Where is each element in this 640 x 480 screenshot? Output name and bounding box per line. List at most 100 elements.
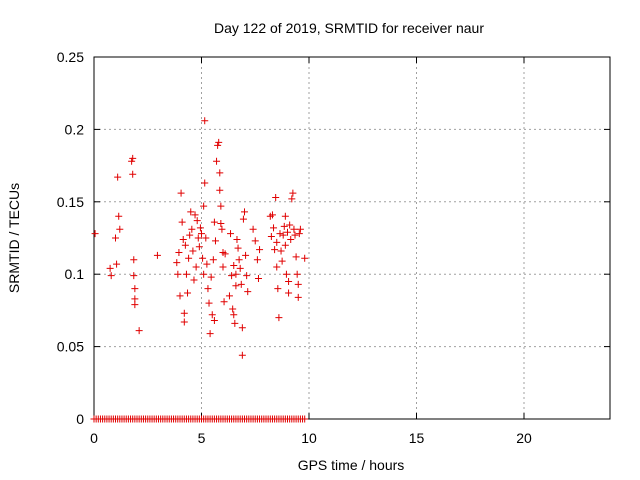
data-point bbox=[184, 289, 192, 297]
data-point bbox=[128, 157, 136, 165]
data-point bbox=[242, 251, 250, 259]
data-point bbox=[227, 230, 235, 238]
y-tick-label: 0.05 bbox=[57, 339, 84, 355]
x-tick-label: 15 bbox=[409, 430, 425, 446]
data-point bbox=[129, 154, 137, 162]
data-point bbox=[219, 263, 227, 271]
data-point bbox=[112, 234, 119, 242]
data-point bbox=[233, 235, 241, 243]
data-point bbox=[237, 280, 245, 288]
data-point bbox=[281, 241, 289, 249]
data-point bbox=[180, 309, 188, 317]
tick-labels: 0 0.05 0.1 0.15 0.2 0.25 0 5 10 15 20 bbox=[57, 49, 532, 446]
data-point bbox=[202, 234, 210, 242]
data-point bbox=[130, 272, 138, 280]
data-point bbox=[153, 251, 161, 259]
data-point bbox=[91, 230, 99, 238]
data-point bbox=[209, 256, 217, 264]
data-point bbox=[239, 215, 247, 223]
data-point bbox=[238, 351, 246, 359]
data-point bbox=[290, 225, 298, 233]
data-point bbox=[188, 225, 196, 233]
data-point bbox=[106, 264, 114, 272]
y-tick-label: 0.25 bbox=[57, 49, 84, 65]
data-point bbox=[285, 277, 293, 285]
data-point bbox=[251, 237, 259, 245]
data-point bbox=[285, 289, 293, 297]
data-point bbox=[288, 195, 296, 203]
y-tick-label: 0 bbox=[76, 411, 84, 427]
data-point bbox=[278, 257, 286, 265]
data-point bbox=[270, 224, 278, 232]
data-point bbox=[131, 285, 139, 293]
data-point bbox=[201, 117, 209, 125]
data-point bbox=[281, 212, 289, 220]
data-point bbox=[192, 263, 200, 271]
data-point bbox=[296, 225, 304, 233]
data-point bbox=[243, 272, 251, 280]
x-tick-label: 10 bbox=[301, 430, 317, 446]
data-point bbox=[129, 170, 137, 178]
x-axis-title: GPS time / hours bbox=[298, 457, 405, 473]
axis-ticks bbox=[93, 56, 610, 420]
data-point bbox=[230, 311, 238, 319]
data-point bbox=[177, 189, 185, 197]
data-point bbox=[273, 238, 281, 246]
y-tick-label: 0.1 bbox=[65, 266, 85, 282]
data-point bbox=[174, 270, 182, 278]
data-point bbox=[295, 230, 303, 238]
data-point bbox=[205, 299, 213, 307]
data-point bbox=[203, 260, 211, 268]
plot-frame bbox=[93, 56, 611, 420]
y-tick-label: 0.15 bbox=[57, 194, 84, 210]
data-point bbox=[279, 231, 287, 239]
data-point bbox=[107, 272, 115, 280]
data-point bbox=[216, 169, 224, 177]
data-point bbox=[186, 231, 194, 239]
data-point bbox=[198, 230, 205, 238]
x-tick-label: 20 bbox=[516, 430, 532, 446]
data-point bbox=[200, 202, 208, 210]
x-tick-label: 0 bbox=[90, 430, 98, 446]
data-point bbox=[187, 208, 195, 216]
data-point bbox=[289, 189, 297, 197]
data-point bbox=[179, 235, 187, 243]
data-point bbox=[195, 243, 203, 251]
data-point bbox=[244, 288, 252, 296]
data-point bbox=[190, 276, 198, 284]
data-point bbox=[275, 314, 283, 322]
data-point bbox=[191, 211, 199, 219]
data-point bbox=[234, 244, 242, 252]
data-point bbox=[214, 141, 222, 149]
data-point bbox=[294, 280, 302, 288]
data-point bbox=[274, 285, 282, 293]
data-point bbox=[211, 237, 219, 245]
data-point bbox=[232, 282, 240, 290]
data-point bbox=[116, 225, 124, 233]
data-point bbox=[207, 273, 215, 281]
data-point bbox=[130, 256, 138, 264]
data-point bbox=[276, 230, 284, 238]
data-point bbox=[204, 285, 212, 293]
data-point bbox=[182, 270, 190, 278]
data-point bbox=[254, 275, 262, 283]
data-point bbox=[189, 247, 197, 255]
data-point bbox=[282, 270, 290, 278]
data-point bbox=[291, 231, 299, 239]
data-point bbox=[194, 234, 202, 242]
data-point bbox=[135, 327, 143, 335]
data-point bbox=[173, 259, 181, 267]
data-point bbox=[193, 217, 201, 225]
data-point bbox=[271, 246, 279, 254]
data-point bbox=[210, 317, 218, 325]
y-tick-label: 0.2 bbox=[65, 121, 85, 137]
data-point bbox=[196, 224, 204, 232]
y-axis-title: SRMTID / TECUs bbox=[6, 183, 22, 293]
data-point bbox=[199, 254, 207, 262]
data-point bbox=[287, 235, 295, 243]
data-point bbox=[181, 241, 189, 249]
data-points bbox=[90, 117, 309, 423]
data-point bbox=[228, 272, 236, 280]
chart-title: Day 122 of 2019, SRMTID for receiver nau… bbox=[214, 20, 484, 36]
data-point bbox=[176, 292, 184, 300]
